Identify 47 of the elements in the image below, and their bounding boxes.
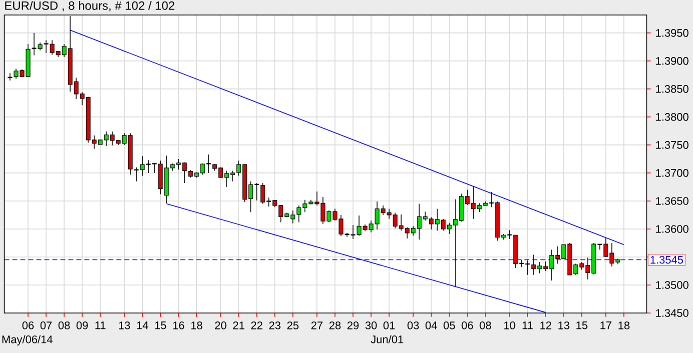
y-tick-label: 1.3750 — [656, 141, 688, 149]
x-tick-label: 11 — [522, 322, 533, 330]
x-tick-label: 01 — [383, 322, 395, 330]
x-tick-label: 11 — [95, 322, 106, 330]
text: Jun/01 — [370, 335, 404, 344]
x-tick-label: 09 — [76, 322, 88, 330]
x-tick-label: 13 — [119, 322, 130, 330]
x-tick-label: 08 — [480, 322, 492, 330]
y-tick-label: 1.3450 — [656, 309, 688, 317]
x-tick-label: 18 — [191, 322, 202, 330]
x-tick-label: 06 — [462, 322, 474, 330]
x-tick-label: 12 — [540, 322, 552, 330]
x-tick-label: 29 — [347, 322, 359, 330]
y-tick-label: 1.3600 — [656, 225, 688, 233]
x-tick-label: 22 — [251, 322, 262, 330]
candlestick — [8, 72, 12, 81]
x-tick-label: 23 — [269, 322, 280, 330]
y-tick-label: 1.3900 — [656, 57, 688, 65]
x-tick-label: 25 — [287, 322, 299, 330]
chart-title: EUR/USD , 8 hours, # 102 / 102 — [5, 1, 174, 12]
x-tick-label: 15 — [576, 322, 588, 330]
ref-line-label: 1.3545 — [650, 256, 683, 264]
y-tick-label: 1.3700 — [656, 169, 688, 177]
x-tick-label: 08 — [58, 322, 70, 330]
x-tick-label: 21 — [233, 322, 244, 330]
y-tick-label: 1.3850 — [656, 85, 688, 93]
x-tick-label: 13 — [558, 322, 570, 330]
x-tick-label: 15 — [155, 322, 166, 330]
x-tick-label: 06 — [22, 322, 34, 330]
x-tick-label: 27 — [311, 322, 322, 330]
x-tick-label: 16 — [173, 322, 184, 330]
x-tick-label: 04 — [426, 322, 438, 330]
x-tick-label: 20 — [215, 322, 226, 330]
x-tick-label: 17 — [600, 322, 612, 330]
x-tick-label: 28 — [329, 322, 341, 330]
y-tick-label: 1.3650 — [656, 197, 688, 205]
x-tick-label: 07 — [40, 322, 52, 330]
y-tick-label: 1.3950 — [656, 29, 688, 37]
x-tick-label: 14 — [137, 322, 148, 330]
text: May/06/14 — [2, 335, 53, 346]
y-tick-label: 1.3500 — [656, 281, 688, 289]
x-tick-label: 30 — [365, 322, 377, 330]
x-tick-label: 03 — [408, 322, 419, 330]
x-tick-label: 18 — [618, 322, 630, 330]
x-tick-label: 05 — [444, 322, 455, 330]
x-tick-label: 10 — [504, 322, 516, 330]
y-tick-label: 1.3800 — [656, 113, 688, 121]
